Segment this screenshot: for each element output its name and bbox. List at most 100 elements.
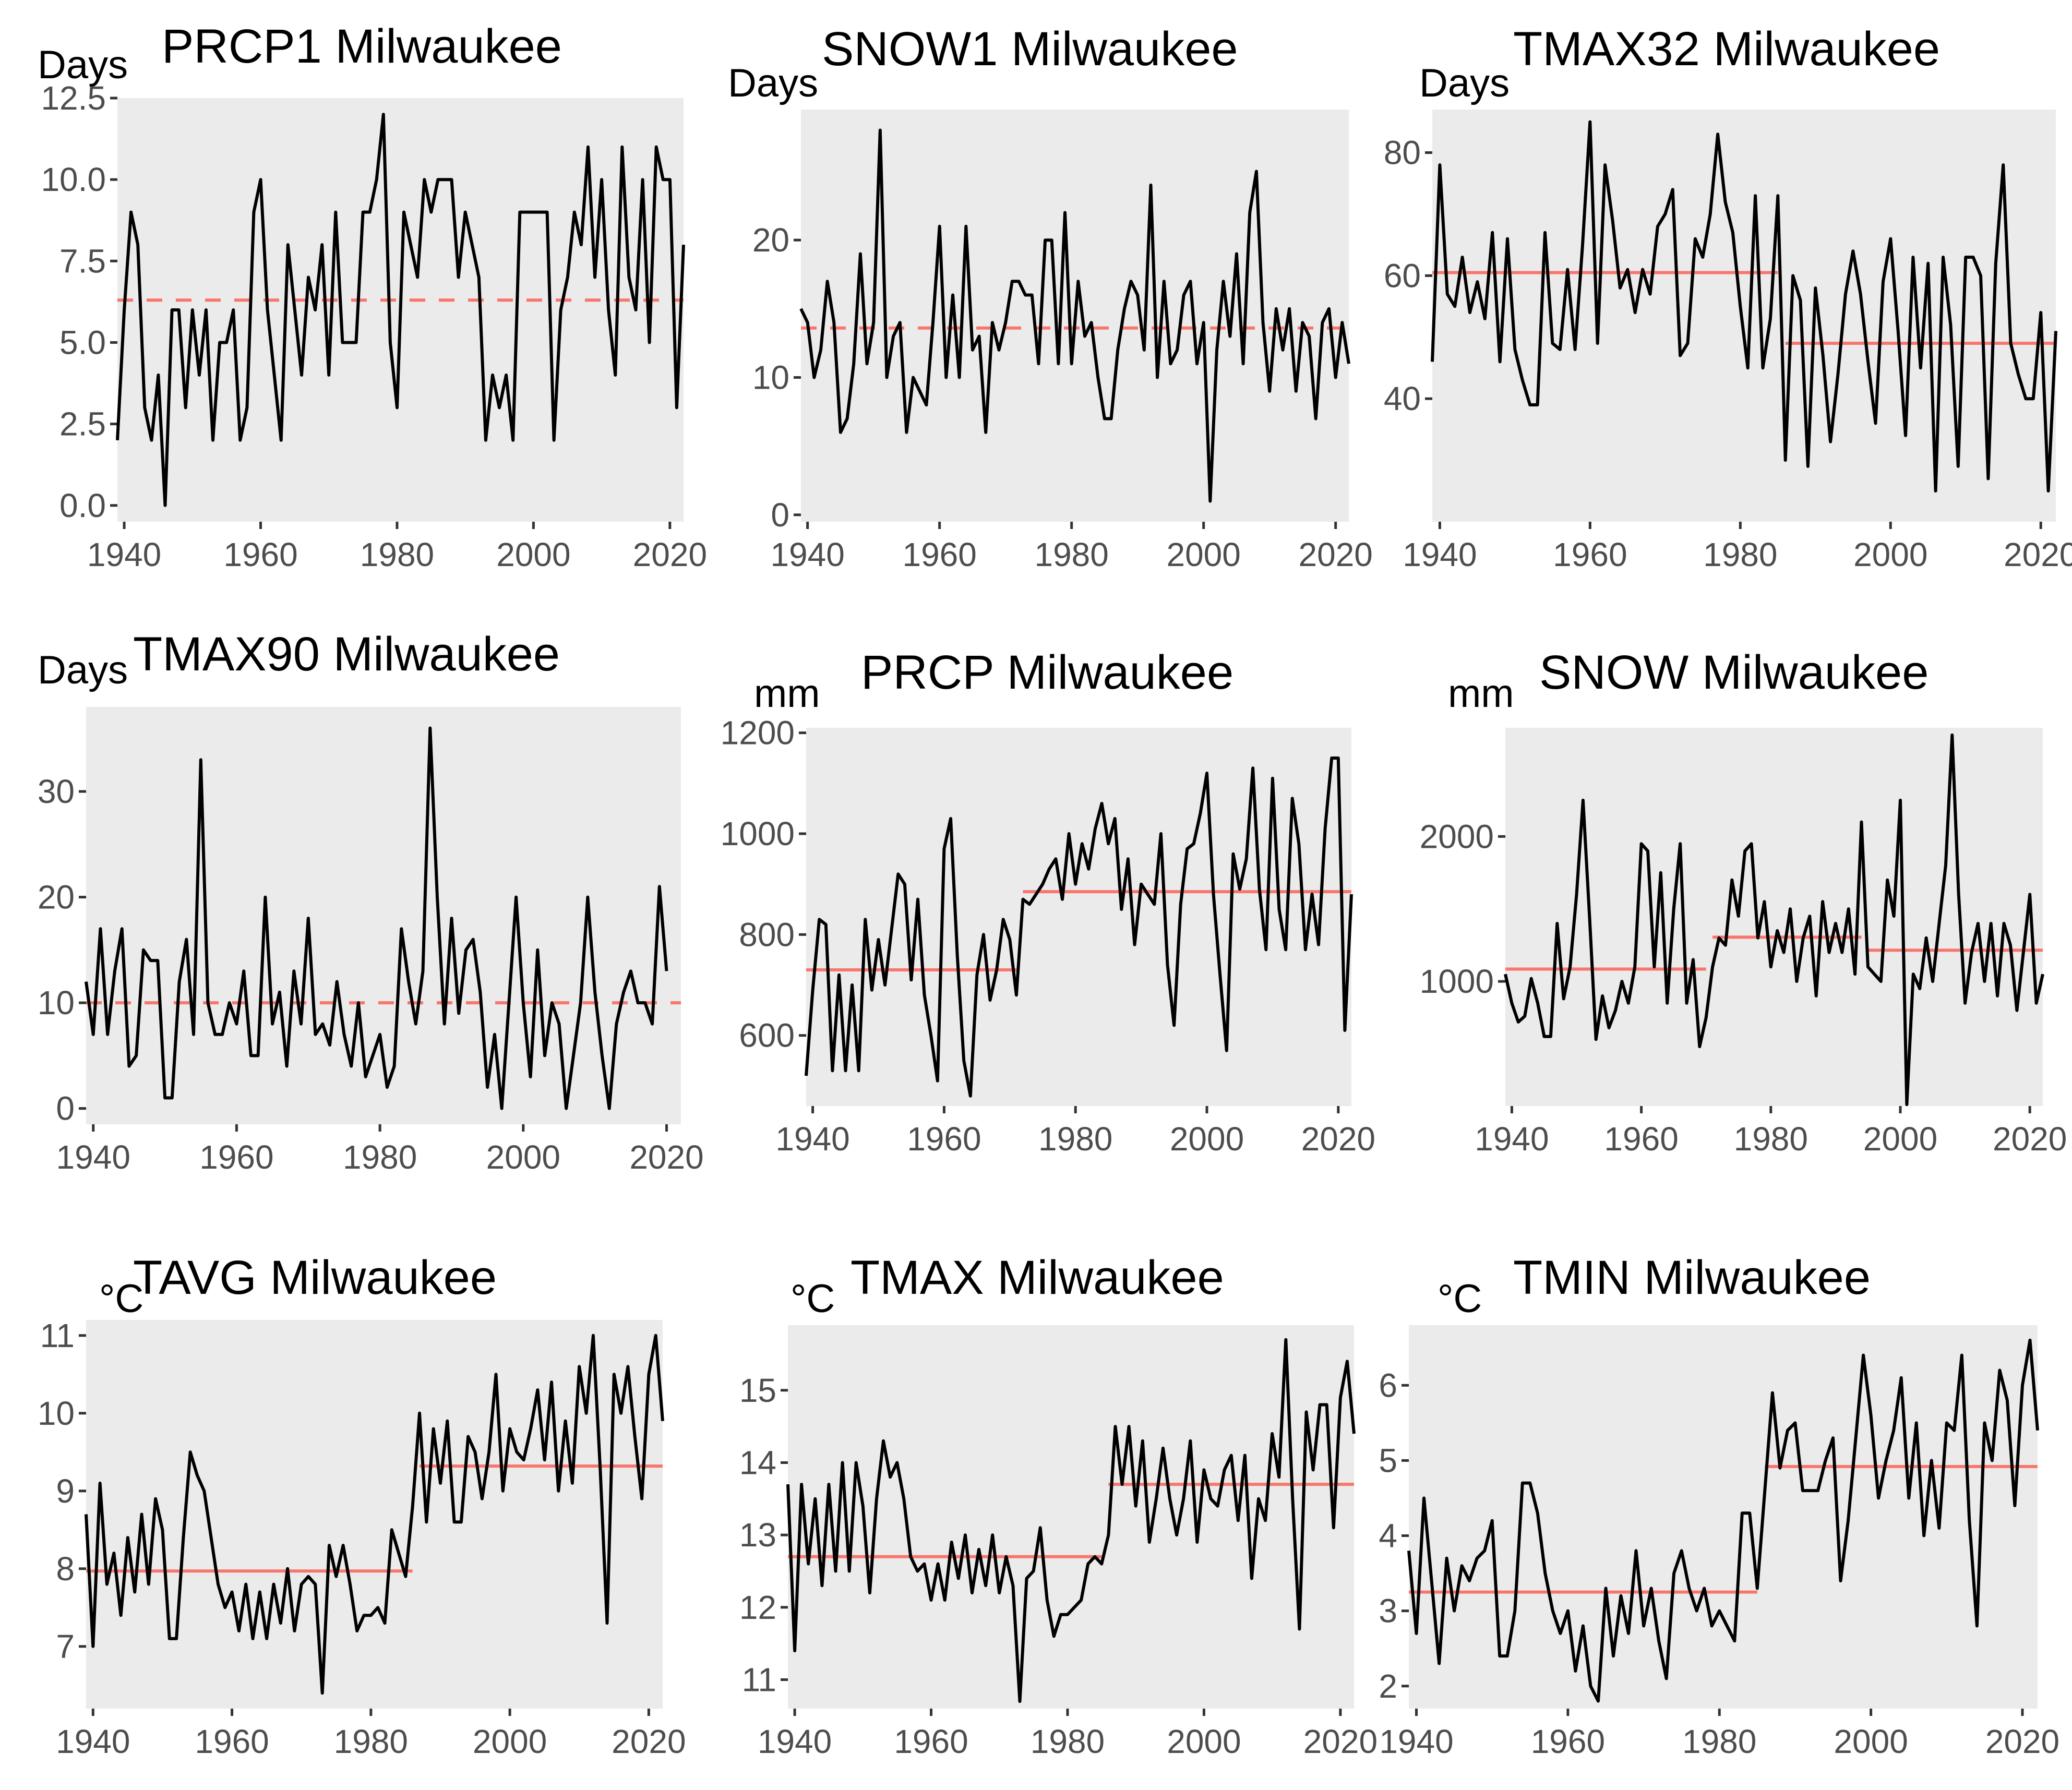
- chart-panel-9: TMIN Milwaukee °C 2 3 4 5 6 1940 1960 1980 2000 202…: [1379, 1251, 2059, 1760]
- series-line: [85, 726, 668, 1110]
- y-tick-label: 0: [771, 496, 789, 534]
- x-tick-label: 2000: [496, 536, 570, 573]
- y-tick-label: 9: [56, 1472, 75, 1510]
- y-tick-label: 5.0: [59, 323, 106, 361]
- x-tick-label: 2000: [1853, 536, 1927, 573]
- x-tick-label: 1940: [775, 1120, 849, 1158]
- x-tick-label: 2000: [1166, 536, 1240, 573]
- chart-title: PRCP1 Milwaukee: [162, 20, 562, 73]
- plot-background: [1505, 728, 2043, 1106]
- y-tick-label: 8: [56, 1550, 75, 1588]
- x-tick-label: 2020: [1303, 1723, 1378, 1760]
- y-unit-label: °C: [1438, 1277, 1482, 1321]
- y-tick-label: 0: [56, 1090, 75, 1127]
- y-tick-label: 30: [38, 773, 75, 810]
- chart-title: TMIN Milwaukee: [1513, 1251, 1871, 1304]
- y-tick-label: 11: [742, 1661, 776, 1699]
- chart-panel-6: SNOW Milwaukee mm 1000 2000 1940 1960 1980 2000…: [1420, 646, 2067, 1158]
- x-tick-label: 1960: [894, 1723, 968, 1760]
- x-tick-label: 2020: [2004, 536, 2072, 573]
- x-tick-label: 1980: [1734, 1120, 1808, 1158]
- x-tick-label: 1960: [195, 1723, 269, 1760]
- x-tick-label: 1960: [223, 536, 297, 573]
- x-tick-label: 1940: [770, 536, 844, 573]
- series-line: [786, 1338, 1356, 1703]
- x-tick-label: 1940: [56, 1723, 130, 1760]
- y-tick-label: 80: [1384, 134, 1421, 172]
- y-tick-label: 11: [40, 1317, 75, 1354]
- y-unit-label: Days: [1419, 61, 1510, 105]
- series-line: [805, 756, 1353, 1098]
- x-tick-label: 1960: [1531, 1723, 1605, 1760]
- x-tick-label: 1960: [1553, 536, 1627, 573]
- x-tick-label: 1980: [1682, 1723, 1756, 1760]
- y-tick-label: 800: [739, 916, 795, 953]
- x-tick-label: 1960: [907, 1120, 981, 1158]
- x-tick-label: 2020: [629, 1138, 703, 1176]
- y-tick-label: 1200: [721, 714, 795, 752]
- y-tick-label: 40: [1384, 380, 1421, 417]
- y-tick-label: 1000: [721, 815, 795, 852]
- y-tick-label: 60: [1384, 257, 1421, 294]
- y-tick-label: 10: [752, 359, 789, 397]
- x-tick-label: 1960: [1604, 1120, 1678, 1158]
- plot-background: [806, 728, 1351, 1106]
- y-tick-label: 3: [1379, 1592, 1397, 1630]
- plot-background: [1409, 1325, 2038, 1709]
- series-line: [1431, 120, 2057, 492]
- y-tick-label: 15: [739, 1372, 776, 1409]
- y-tick-label: 13: [739, 1516, 776, 1554]
- x-tick-label: 2000: [473, 1723, 547, 1760]
- chart-panel-8: TMAX Milwaukee °C 11 12 13 14 15 1940 1960 1980 20…: [739, 1251, 1378, 1760]
- x-tick-label: 1940: [1379, 1723, 1453, 1760]
- y-tick-label: 2000: [1420, 818, 1494, 855]
- x-tick-label: 2000: [1167, 1723, 1241, 1760]
- y-tick-label: 10.0: [41, 161, 106, 198]
- chart-title: TMAX90 Milwaukee: [133, 628, 560, 681]
- y-tick-label: 2.5: [59, 405, 106, 443]
- series-line: [1407, 1338, 2039, 1703]
- x-tick-label: 2000: [1170, 1120, 1244, 1158]
- y-tick-label: 1000: [1420, 963, 1494, 1000]
- plot-background: [1432, 110, 2056, 522]
- y-tick-label: 600: [739, 1017, 795, 1054]
- x-tick-label: 2020: [612, 1723, 686, 1760]
- series-line: [116, 113, 685, 507]
- y-unit-label: mm: [1448, 671, 1514, 716]
- chart-panel-1: PRCP1 Milwaukee Days 0.0 2.5 5.0 7.5 10.0 12.5 1…: [38, 20, 707, 573]
- y-unit-label: Days: [728, 61, 818, 105]
- y-tick-label: 5: [1379, 1441, 1397, 1479]
- y-tick-label: 14: [739, 1444, 776, 1481]
- y-unit-label: °C: [99, 1277, 143, 1321]
- y-unit-label: Days: [38, 648, 128, 692]
- y-unit-label: mm: [754, 671, 820, 716]
- series-line: [85, 1334, 664, 1695]
- x-tick-label: 2000: [1834, 1723, 1908, 1760]
- x-tick-label: 1980: [1038, 1120, 1112, 1158]
- y-tick-label: 2: [1379, 1667, 1397, 1705]
- chart-panel-5: PRCP Milwaukee mm 600 800 1000 1200 1940 1960 19…: [721, 646, 1375, 1158]
- series-line: [799, 128, 1350, 503]
- x-tick-label: 1940: [87, 536, 161, 573]
- chart-title: SNOW1 Milwaukee: [822, 22, 1238, 76]
- y-tick-label: 7: [56, 1628, 75, 1665]
- series-line: [1504, 733, 2044, 1107]
- x-tick-label: 1980: [1031, 1723, 1105, 1760]
- y-tick-label: 10: [38, 1395, 75, 1432]
- x-tick-label: 2000: [1863, 1120, 1937, 1158]
- x-tick-label: 2020: [1985, 1723, 2059, 1760]
- plot-background: [788, 1325, 1354, 1709]
- chart-title: TMAX Milwaukee: [851, 1251, 1224, 1304]
- y-tick-label: 7.5: [59, 242, 106, 280]
- y-tick-label: 6: [1379, 1366, 1397, 1404]
- x-tick-label: 2000: [486, 1138, 560, 1176]
- y-tick-label: 12.5: [41, 79, 106, 117]
- chart-panel-7: TAVG Milwaukee°C 7 8 9 10 11 1940 1960 1980 2000 2…: [38, 1251, 686, 1760]
- x-tick-label: 2020: [1301, 1120, 1375, 1158]
- y-tick-label: 0.0: [59, 487, 106, 524]
- y-tick-label: 12: [739, 1589, 776, 1626]
- y-tick-label: 20: [38, 879, 75, 916]
